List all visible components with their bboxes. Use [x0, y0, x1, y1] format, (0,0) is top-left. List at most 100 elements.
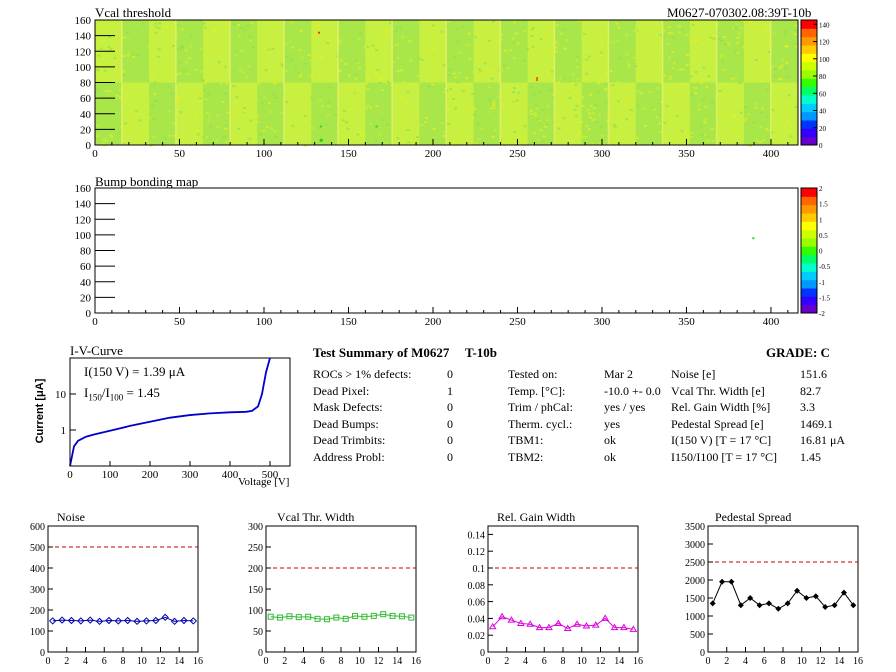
heatmap-pixel [303, 144, 307, 147]
heatmap-pixel [572, 90, 576, 93]
heatmap-pixel [711, 140, 715, 143]
heatmap-pixel [316, 20, 320, 23]
heatmap-roc [581, 82, 610, 146]
y-tick-label: 150 [248, 585, 263, 596]
heatmap-pixel [399, 25, 403, 28]
heatmap-pixel [703, 133, 707, 136]
data-point [295, 614, 302, 621]
heatmap-pixel [364, 46, 368, 49]
x-tick-label: 2 [282, 656, 287, 667]
heatmap-pixel [512, 21, 516, 24]
heatmap-pixel [575, 115, 579, 118]
heatmap-pixel [747, 113, 751, 116]
colorbar-tick-label: 2 [819, 185, 823, 193]
heatmap-pixel [226, 111, 230, 114]
heatmap-pixel [734, 89, 738, 92]
heatmap-pixel [453, 141, 457, 144]
data-point [601, 614, 610, 621]
iv-x-tick-label: 0 [67, 469, 73, 481]
heatmap-pixel [122, 132, 126, 135]
heatmap-pixel [779, 112, 783, 115]
heatmap-pixel [555, 23, 559, 26]
heatmap-pixel [320, 56, 324, 59]
heatmap-roc [473, 82, 502, 146]
heatmap-roc [338, 82, 366, 146]
heatmap-pixel [598, 142, 602, 145]
heatmap-pixel [755, 69, 759, 72]
result-value: 82.7 [800, 383, 821, 398]
heatmap-pixel [739, 111, 743, 114]
heatmap-pixel [207, 120, 211, 123]
heatmap-pixel [656, 87, 660, 90]
heatmap-pixel [767, 32, 771, 35]
heatmap-pixel [407, 141, 411, 144]
heatmap-pixel [563, 110, 567, 113]
heatmap-pixel [386, 124, 390, 127]
heatmap-pixel [309, 105, 313, 108]
heatmap-pixel [350, 107, 354, 110]
heatmap-pixel [687, 117, 691, 120]
data-point [610, 623, 619, 631]
roc-edge-line [607, 20, 610, 145]
y-tick-label: 50 [253, 627, 263, 638]
heatmap-pixel [546, 55, 550, 58]
heatmap-pixel [783, 108, 787, 111]
heatmap-pixel [469, 95, 473, 98]
x-tick-label: 0 [92, 316, 98, 328]
x-tick-label: 50 [174, 316, 186, 328]
heatmap-pixel [291, 124, 295, 127]
heatmap-pixel [782, 125, 786, 128]
heatmap-pixel [777, 78, 781, 81]
heatmap-pixel [731, 114, 735, 117]
data-point [831, 602, 838, 609]
heatmap-pixel [562, 28, 566, 31]
colorbar-band [801, 204, 817, 214]
heatmap-pixel [499, 33, 503, 36]
heatmap-pixel [659, 79, 663, 82]
heatmap-pixel [467, 32, 471, 35]
heatmap-pixel [170, 92, 174, 95]
heatmap-pixel [338, 42, 342, 45]
heatmap-pixel [285, 55, 289, 58]
data-point [563, 624, 572, 631]
heatmap-pixel [357, 37, 361, 40]
heatmap-pixel [298, 75, 302, 78]
heatmap-pixel [577, 131, 581, 134]
x-tick-label: 400 [763, 148, 780, 160]
heatmap-pixel [284, 69, 288, 72]
heatmap-pixel [332, 65, 336, 68]
heatmap-pixel [457, 83, 461, 86]
heatmap-pixel [530, 112, 534, 115]
heatmap-pixel [256, 114, 260, 117]
colorbar-band [801, 20, 817, 29]
x-tick-label: 100 [256, 316, 273, 328]
heatmap-pixel [204, 82, 208, 85]
heatmap-pixel [234, 23, 238, 26]
data-point [152, 616, 160, 625]
heatmap-pixel [591, 112, 595, 115]
heatmap-pixel [556, 81, 560, 84]
heatmap-pixel [371, 44, 375, 47]
heatmap-pixel [718, 100, 722, 103]
heatmap-pixel [555, 41, 559, 44]
colorbar-band [801, 296, 817, 306]
heatmap-pixel [599, 51, 603, 54]
heatmap-pixel [475, 122, 479, 125]
heatmap-pixel [618, 57, 622, 60]
heatmap-pixel [299, 72, 303, 75]
y-tick-label: 200 [248, 564, 263, 575]
heatmap-pixel [759, 112, 763, 115]
heatmap-pixel [477, 137, 481, 140]
heatmap-pixel [365, 45, 369, 48]
heatmap-pixel [568, 130, 572, 133]
heatmap-pixel [463, 108, 467, 111]
y-tick-label: 3000 [685, 540, 705, 551]
data-point [812, 593, 819, 600]
roc-edge-line [283, 20, 285, 145]
heatmap-pixel [389, 21, 393, 24]
heatmap-roc [419, 82, 447, 146]
x-tick-label: 300 [594, 316, 611, 328]
heatmap-pixel [297, 72, 301, 75]
heatmap-pixel [605, 100, 609, 103]
heatmap-pixel [716, 125, 720, 128]
